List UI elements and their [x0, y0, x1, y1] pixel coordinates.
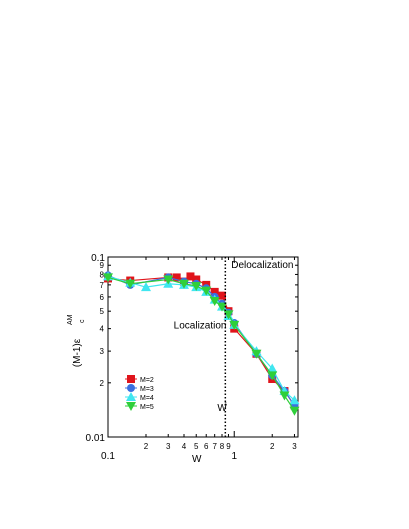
- y-tick-label: 0.1: [91, 253, 105, 264]
- x-tick-label: 5: [194, 442, 199, 451]
- y-axis-label-group: (M-1)ε c AM: [67, 314, 86, 367]
- data-point: [279, 391, 290, 401]
- legend: M=2 M=3 M=4 M=5: [125, 375, 154, 411]
- data-point: [191, 282, 202, 292]
- data-point: [229, 320, 240, 330]
- legend-marker: [127, 375, 135, 383]
- x-axis-label: W: [192, 454, 202, 465]
- critical-w-label: W: [217, 403, 227, 414]
- data-point: [289, 395, 300, 405]
- x-tick-label: 9: [226, 442, 231, 451]
- x-tick-label: 8: [220, 442, 225, 451]
- data-point: [141, 282, 151, 292]
- legend-marker: [126, 402, 136, 411]
- data-point: [209, 296, 220, 306]
- legend-entry: M=5: [140, 404, 154, 411]
- data-point: [251, 349, 262, 359]
- x-tick-label: 2: [270, 442, 275, 451]
- data-point: [103, 273, 113, 283]
- series-m5: [103, 273, 300, 416]
- region-label: Localization: [174, 321, 227, 332]
- critical-w-label-sup: *: [224, 402, 227, 408]
- y-tick-label: 2: [100, 379, 105, 388]
- data-point: [172, 273, 181, 282]
- data-point: [218, 291, 226, 300]
- x-tick-label: 3: [166, 442, 171, 451]
- y-axis-label-superscript: AM: [67, 314, 74, 325]
- x-tick-label: 7: [212, 442, 217, 451]
- y-tick-label: 3: [100, 347, 105, 356]
- data-point: [267, 363, 278, 373]
- x-tick-label: 1: [231, 451, 237, 462]
- y-tick-label: 7: [100, 281, 105, 290]
- data-point: [192, 275, 201, 284]
- data-point: [267, 371, 278, 381]
- data-point: [210, 287, 219, 296]
- region-label: Delocalization: [231, 260, 293, 271]
- data-point: [186, 272, 195, 281]
- y-tick-label: 8: [100, 270, 105, 279]
- data-point: [179, 279, 189, 289]
- data-point: [223, 310, 234, 320]
- legend-entry: M=4: [140, 395, 154, 402]
- annotations: W* Delocalization Localization: [174, 257, 293, 437]
- legend-marker: [127, 384, 135, 392]
- x-tick-label: 3: [292, 442, 297, 451]
- x-tick-label: 6: [204, 442, 209, 451]
- data-point: [163, 275, 174, 285]
- series-line: [107, 276, 295, 412]
- series-group: [103, 271, 300, 416]
- x-tick-label: 0.1: [101, 451, 115, 462]
- x-tick-label: 4: [182, 442, 187, 451]
- y-axis-label: (M-1)ε: [72, 338, 83, 367]
- y-tick-label: 0.01: [86, 433, 106, 444]
- series-line: [107, 275, 295, 401]
- x-tick-label: 2: [144, 442, 149, 451]
- legend-entry: M=2: [140, 377, 154, 384]
- y-tick-label: 4: [100, 325, 105, 334]
- plot-frame: [107, 256, 299, 438]
- y-tick-label: 5: [100, 307, 105, 316]
- series-line: [107, 275, 295, 406]
- series-line: [107, 274, 295, 406]
- y-tick-label: 9: [100, 261, 105, 270]
- legend-marker: [126, 392, 136, 401]
- y-axis-label-subscript: c: [79, 319, 86, 323]
- data-point: [201, 286, 212, 296]
- data-point: [217, 302, 227, 312]
- y-tick-label: 6: [100, 293, 105, 302]
- legend-entry: M=3: [140, 386, 154, 393]
- data-point: [125, 279, 136, 289]
- data-point: [289, 406, 300, 416]
